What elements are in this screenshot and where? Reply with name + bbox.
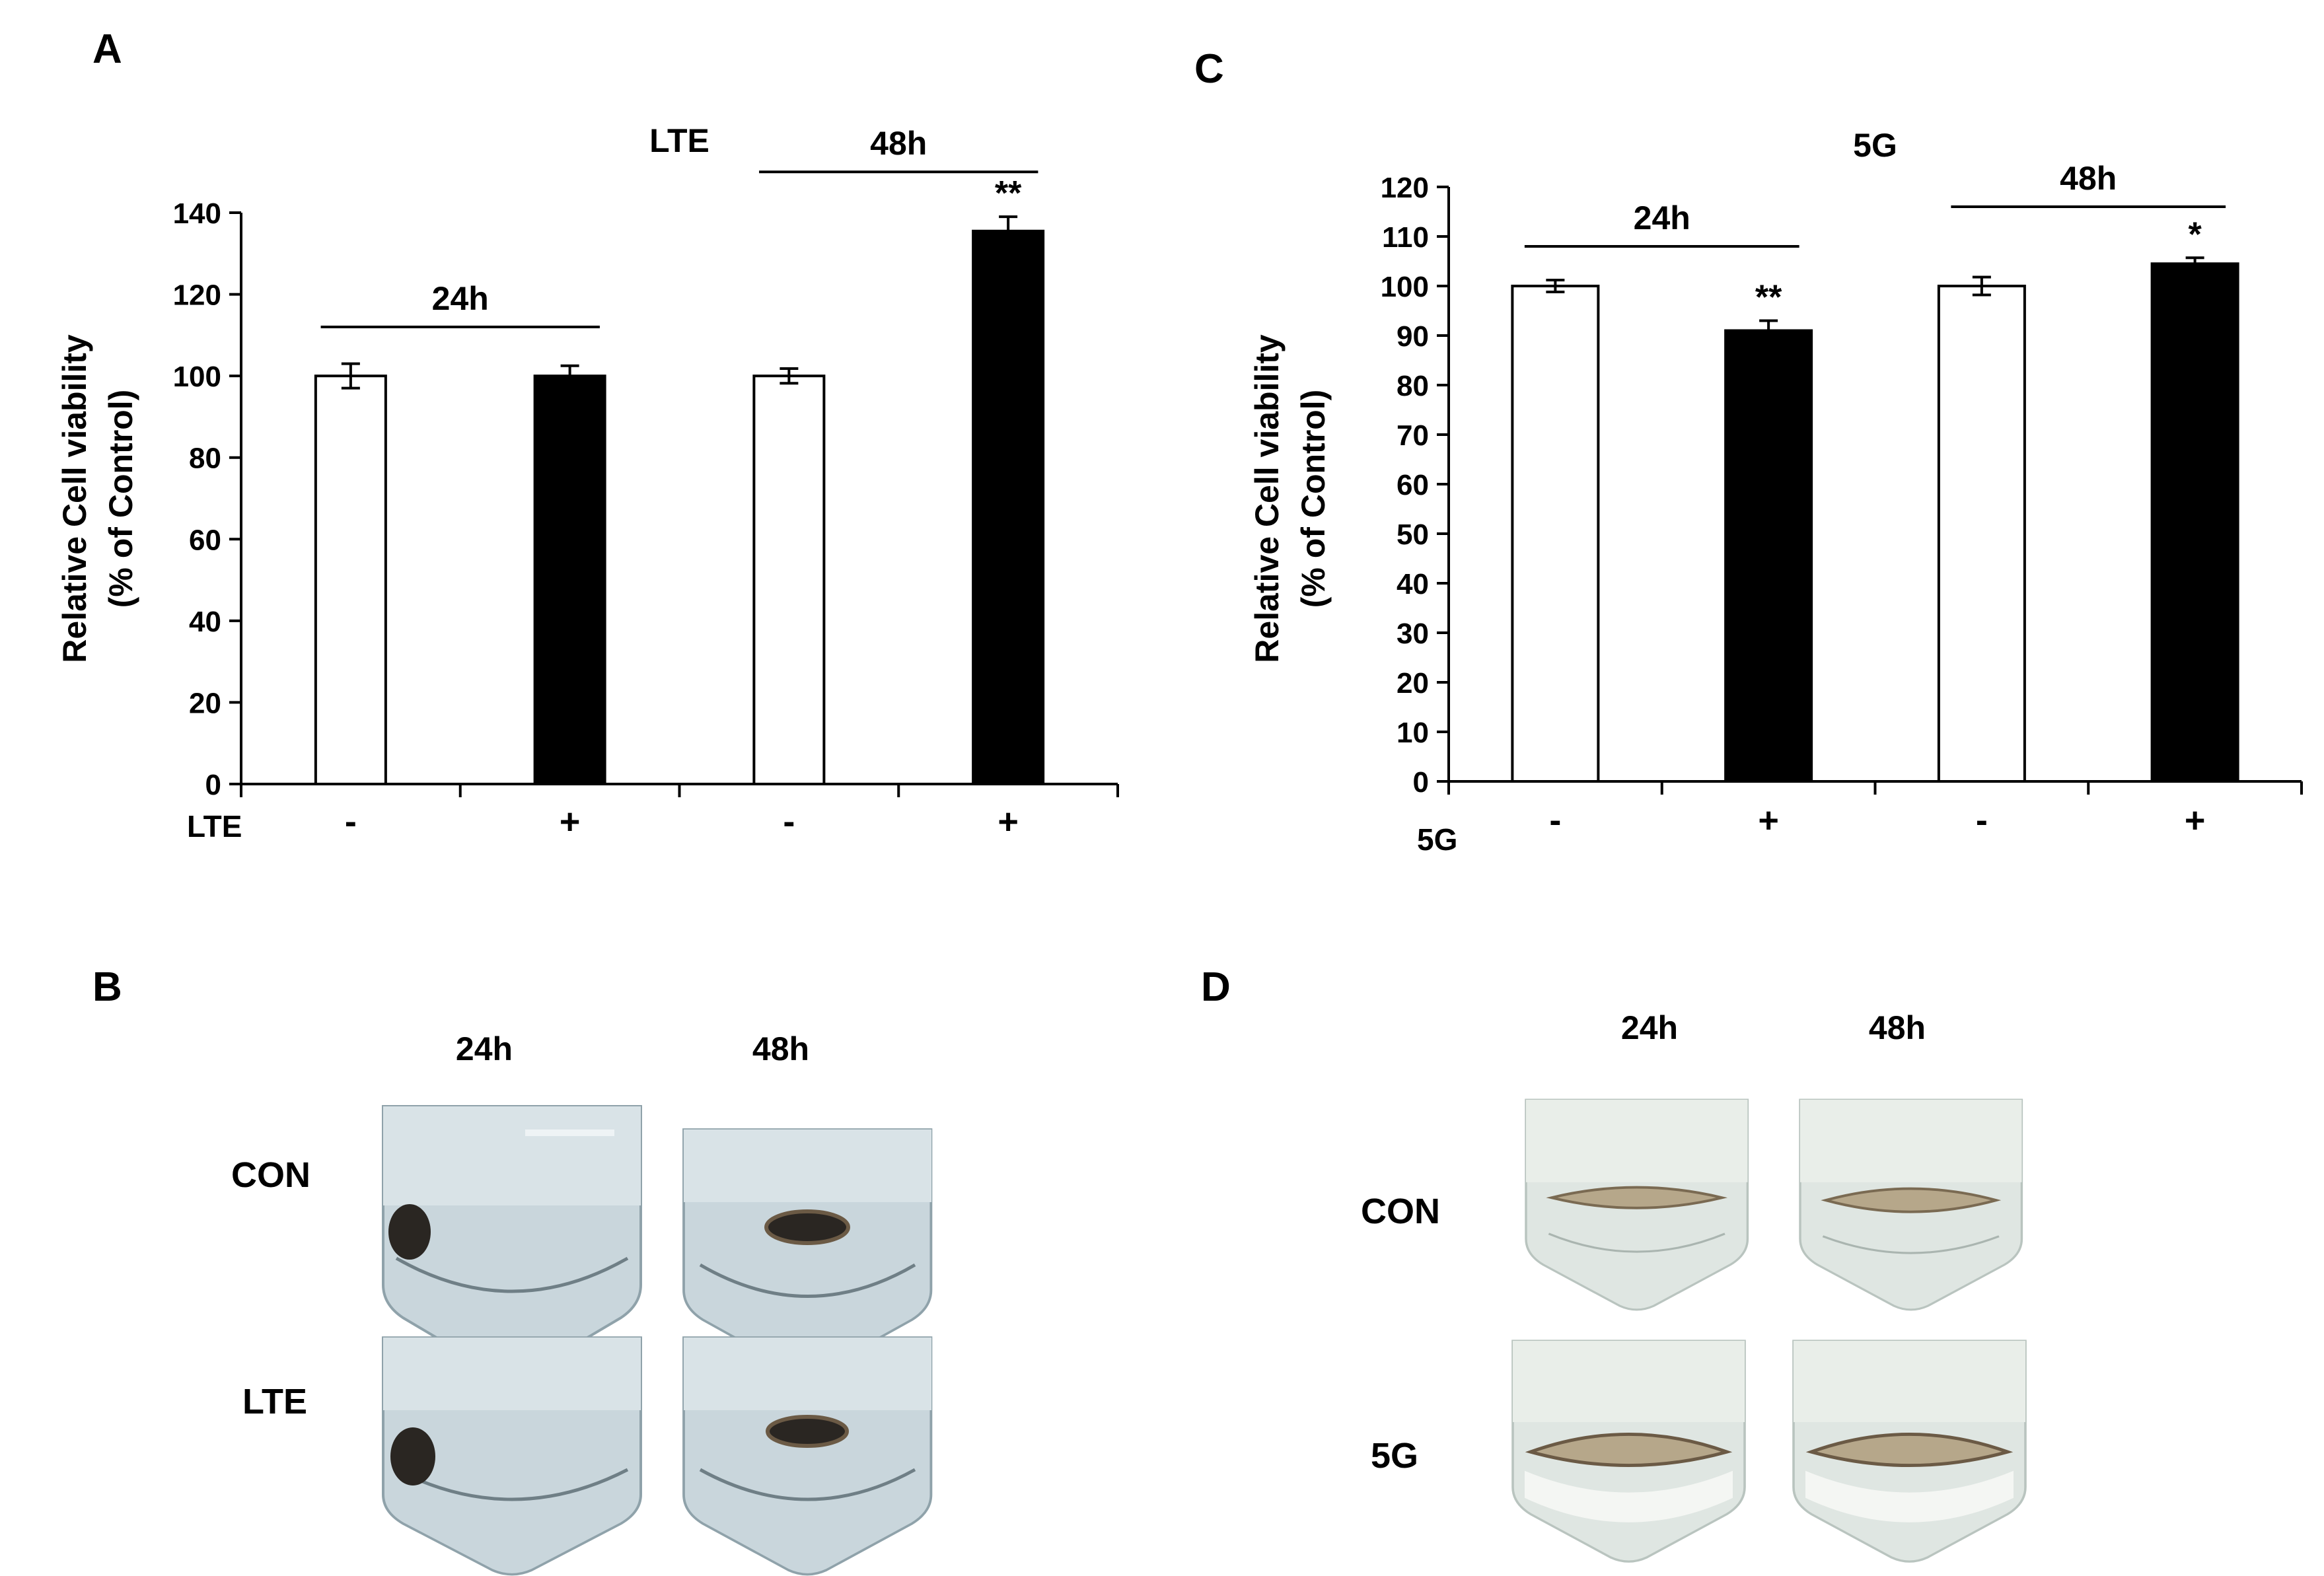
panel-d-row-5g: 5G <box>1371 1436 1418 1476</box>
chart-a-bar <box>972 229 1045 785</box>
panel-letter-c: C <box>1194 46 1224 92</box>
chart-c-category-label: - <box>1549 801 1561 840</box>
chart-c-bar <box>1724 329 1813 783</box>
chart-c-ytick-label: 50 <box>1397 519 1429 551</box>
chart-a-ytick-label: 80 <box>189 443 221 475</box>
chart-a-xrow-label: LTE <box>187 809 242 843</box>
chart-a-group-label: 24h <box>432 280 489 317</box>
panel-d-row-con: CON <box>1361 1192 1440 1231</box>
chart-c-xrow-label: 5G <box>1417 822 1457 857</box>
chart-c-group-label: 24h <box>1634 199 1690 236</box>
chart-a-significance-mark: ** <box>995 174 1022 213</box>
chart-a-bar <box>533 375 606 785</box>
chart-a-category-label: - <box>345 802 357 842</box>
panel-letter-b: B <box>92 964 122 1010</box>
chart-c-ylabel-line2: (% of Control) <box>1295 390 1332 608</box>
panel-letter-a: A <box>92 26 122 72</box>
chart-c-ytick-label: 20 <box>1397 667 1429 699</box>
chart-c-ytick-label: 70 <box>1397 419 1429 452</box>
chart-c-bar <box>1937 285 2026 783</box>
chart-c-significance-mark: * <box>2189 215 2202 254</box>
chart-a-ytick-label: 40 <box>189 606 221 638</box>
chart-c-ytick-label: 90 <box>1397 320 1429 353</box>
chart-c-ylabel-line1: Relative Cell viability <box>1249 334 1286 663</box>
panel-b-row-con: CON <box>231 1155 310 1195</box>
chart-a-ytick-label: 60 <box>189 524 221 556</box>
panel-b-col-48h: 48h <box>752 1030 809 1067</box>
chart-c-ytick-label: 120 <box>1381 172 1429 204</box>
pellet-b-24h-con <box>388 1204 431 1260</box>
chart-c-group-label: 48h <box>2060 160 2117 197</box>
panel-letter-d: D <box>1201 964 1231 1010</box>
chart-c-ytick-label: 40 <box>1397 568 1429 600</box>
chart-a-ylabel-line1: Relative Cell viability <box>56 334 93 663</box>
panel-b-tubes: 24h 48h CON LTE <box>231 1030 933 1576</box>
panel-b-col-24h: 24h <box>456 1030 513 1067</box>
chart-c-ytick-label: 0 <box>1413 766 1429 799</box>
chart-c-ytick-label: 110 <box>1382 221 1429 254</box>
chart-a-category-label: + <box>998 802 1019 842</box>
chart-c-bar <box>1511 285 1600 783</box>
chart-a-ytick-label: 0 <box>205 769 221 801</box>
chart-a-category-label: - <box>783 802 795 842</box>
chart-c-category-label: - <box>1976 801 1988 840</box>
panel-b-row-lte: LTE <box>242 1382 307 1421</box>
medium-d-48h-5g <box>1805 1432 2014 1468</box>
chart-c-ytick-label: 10 <box>1397 717 1429 749</box>
tube-d-24h-5g <box>1511 1340 1746 1563</box>
chart-a-category-label: + <box>560 802 581 842</box>
medium-d-48h-con <box>1821 1187 2002 1213</box>
tube-b-48h-lte <box>682 1336 933 1576</box>
chart-c-ytick-label: 30 <box>1397 618 1429 650</box>
tube-b-24h-lte <box>382 1336 642 1576</box>
medium-d-24h-5g <box>1525 1432 1733 1468</box>
chart-a-title: LTE <box>649 122 709 159</box>
chart-c-ytick-label: 100 <box>1381 271 1429 303</box>
chart-c-ytick-label: 60 <box>1397 469 1429 501</box>
chart-c-category-label: + <box>2185 801 2206 840</box>
panel-d-col-48h: 48h <box>1869 1009 1926 1046</box>
pellet-b-48h-con <box>764 1209 850 1245</box>
panel-d-col-24h: 24h <box>1621 1009 1678 1046</box>
chart-c-category-label: + <box>1758 801 1779 840</box>
chart-a-group-label: 48h <box>870 125 927 162</box>
tube-d-48h-con <box>1799 1098 2023 1311</box>
chart-c-5g-viability: 5G Relative Cell viability (% of Control) 0… <box>1249 127 2303 857</box>
chart-c-significance-mark: ** <box>1755 279 1782 317</box>
chart-a-ylabel-line2: (% of Control) <box>102 390 139 608</box>
tube-d-48h-5g <box>1792 1340 2027 1563</box>
chart-a-ytick-label: 100 <box>173 361 221 393</box>
chart-a-bar <box>752 375 826 785</box>
chart-c-bar <box>2150 262 2239 783</box>
pellet-b-48h-lte <box>766 1415 849 1448</box>
medium-d-24h-con <box>1546 1186 1728 1209</box>
chart-a-bar <box>314 375 387 785</box>
chart-a-lte-viability: LTE Relative Cell viability (% of Control)… <box>56 122 1119 843</box>
chart-a-ytick-label: 140 <box>173 197 221 230</box>
chart-a-ytick-label: 20 <box>189 687 221 719</box>
chart-a-ytick-label: 120 <box>173 279 221 312</box>
chart-c-title: 5G <box>1853 127 1897 164</box>
chart-c-ytick-label: 80 <box>1397 370 1429 402</box>
pellet-b-24h-lte <box>390 1427 435 1486</box>
tube-b-48h-con <box>682 1128 933 1373</box>
tube-b-24h-con <box>382 1105 642 1377</box>
panel-d-tubes: 24h 48h CON 5G <box>1361 1009 2027 1563</box>
tube-d-24h-con <box>1525 1098 1749 1311</box>
